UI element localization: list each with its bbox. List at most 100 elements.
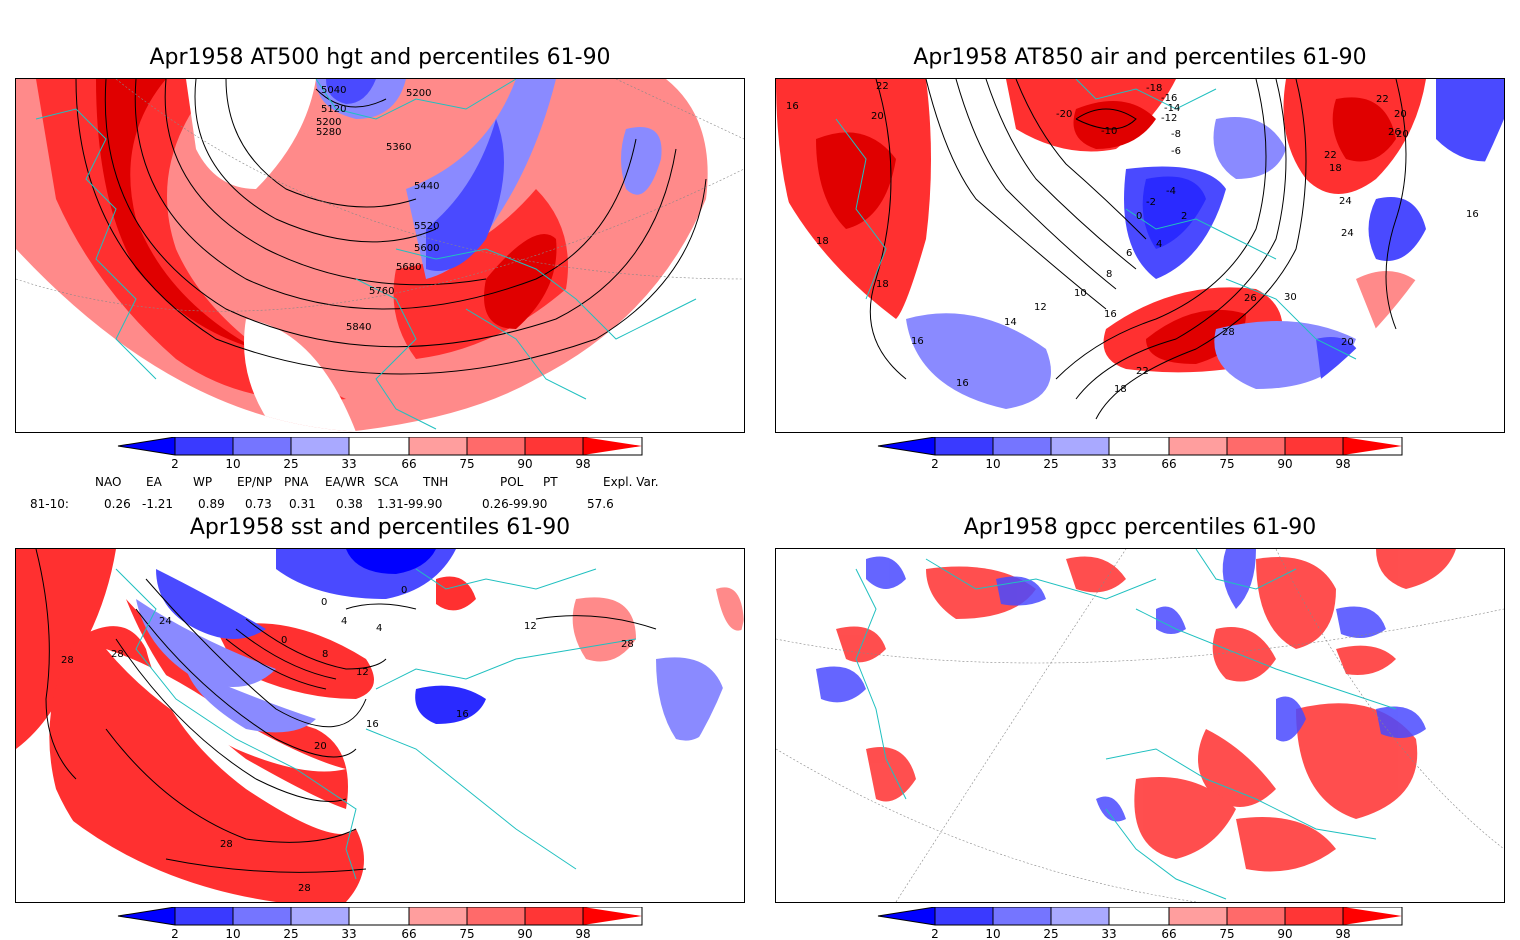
contour-label: 16 (366, 719, 379, 730)
colorbar-tick: 66 (401, 457, 416, 471)
panel1-title: Apr1958 AT500 hgt and percentiles 61-90 (149, 45, 611, 70)
stat-value: 0.89 (198, 497, 225, 511)
contour-labels-at850: 22 16 20 18 18 16 16 -20 -10 -18 -16 -14… (786, 81, 1479, 395)
colorbar-tick: 90 (517, 457, 532, 471)
contour-label: -4 (1166, 186, 1176, 197)
contour-labels-sst: 28 28 24 0 0 4 0 4 8 12 16 20 28 28 16 1… (61, 585, 634, 894)
contour-label: 16 (1466, 209, 1479, 220)
stat-header: EA (146, 475, 162, 489)
contour-label: 12 (524, 621, 537, 632)
stat-header: TNH (423, 475, 449, 489)
contour-label: 24 (159, 616, 172, 627)
colorbar-tick: 33 (341, 457, 356, 471)
colorbar-tick: 25 (1043, 927, 1058, 940)
contour-label: 18 (1114, 384, 1127, 395)
contour-label: 28 (61, 655, 74, 666)
contour-label: 20 (1396, 129, 1409, 140)
contour-label: 28 (298, 883, 311, 894)
stat-header: PNA (284, 475, 309, 489)
colorbar-tick: 90 (1277, 927, 1292, 940)
map-panel-gpcc (775, 548, 1505, 903)
contour-label: 30 (1284, 292, 1297, 303)
contour-label: 5200 (406, 88, 431, 99)
colorbar-tick: 10 (225, 927, 240, 940)
colorbar-tick: 33 (1101, 927, 1116, 940)
contour-label: 24 (1341, 228, 1354, 239)
colorbar-tick: 2 (171, 457, 179, 471)
colorbar-top-right: 2 10 25 33 66 75 90 98 (877, 437, 1403, 471)
stat-header: EP/NP (237, 475, 273, 489)
contour-label: 12 (356, 667, 369, 678)
stat-header: POL (500, 475, 524, 489)
contour-label: 18 (1329, 163, 1342, 174)
colorbar-tick: 2 (171, 927, 179, 940)
stat-header: WP (193, 475, 213, 489)
colorbar-tick: 25 (283, 457, 298, 471)
contour-label: -18 (1146, 83, 1162, 94)
contour-label: 28 (111, 649, 124, 660)
stat-value: 0.38 (336, 497, 363, 511)
contour-label: 22 (1324, 150, 1337, 161)
contour-label: 5200 (316, 117, 341, 128)
colorbar-tick: 66 (1161, 457, 1176, 471)
stat-header: NAO (95, 475, 122, 489)
contour-label: 24 (1339, 196, 1352, 207)
colorbar-tick: 10 (985, 927, 1000, 940)
contour-label: 20 (871, 111, 884, 122)
contour-label: 16 (456, 709, 469, 720)
stat-value: 57.6 (587, 497, 614, 511)
stat-value: 0.73 (245, 497, 272, 511)
contour-label: 5280 (316, 127, 341, 138)
colorbar-tick: 98 (1335, 457, 1350, 471)
contour-label: -6 (1171, 146, 1181, 157)
map-panel-at500: 5040 5120 5200 5280 5200 5360 5440 5520 … (15, 78, 745, 433)
contour-label: 5040 (321, 85, 346, 96)
colorbar-tick: 25 (1043, 457, 1058, 471)
map-at850: 22 16 20 18 18 16 16 -20 -10 -18 -16 -14… (776, 79, 1504, 420)
colorbar-tick: 33 (341, 927, 356, 940)
contour-label: 26 (1244, 293, 1257, 304)
contour-label: 0 (321, 597, 327, 608)
map-gpcc (776, 549, 1504, 902)
contour-label: 0 (1136, 211, 1142, 222)
teleconnection-stats: NAO EA WP EP/NP PNA EA/WR SCA TNH POL PT… (30, 475, 730, 513)
colorbar-tick: 2 (931, 457, 939, 471)
colorbar-tick: 98 (575, 457, 590, 471)
stat-row-label: 81-10: (30, 497, 69, 511)
contour-label: 5360 (386, 142, 411, 153)
contour-label: -8 (1171, 129, 1181, 140)
colorbar-tick: 75 (1219, 457, 1234, 471)
contour-label: -16 (1161, 93, 1177, 104)
colorbar-tick: 90 (517, 927, 532, 940)
colorbar-tick: 90 (1277, 457, 1292, 471)
stat-value: -1.21 (142, 497, 174, 511)
map-sst: 28 28 24 0 0 4 0 4 8 12 16 20 28 28 16 1… (16, 549, 744, 902)
contour-label: 5840 (346, 322, 371, 333)
stat-header: PT (543, 475, 558, 489)
contour-label: 5440 (414, 181, 439, 192)
contour-label: 22 (1136, 366, 1149, 377)
stat-header: EA/WR (325, 475, 366, 489)
contour-label: 6 (1126, 248, 1132, 259)
contour-label: 0 (401, 585, 407, 596)
contour-label: -2 (1146, 197, 1156, 208)
contour-label: 0 (281, 635, 287, 646)
contour-label: 14 (1004, 317, 1017, 328)
contour-label: 5760 (369, 286, 394, 297)
contour-label: 20 (1341, 337, 1354, 348)
contour-label: 28 (1222, 327, 1235, 338)
contour-label: 8 (1106, 269, 1112, 280)
colorbar-tick: 75 (459, 927, 474, 940)
colorbar-tick: 33 (1101, 457, 1116, 471)
contour-label: -20 (1056, 109, 1072, 120)
contour-label: 8 (322, 649, 328, 660)
contour-label: 22 (1376, 94, 1389, 105)
colorbar-tick: 2 (931, 927, 939, 940)
contour-label: -12 (1161, 113, 1177, 124)
stat-header: SCA (374, 475, 399, 489)
map-panel-at850: 22 16 20 18 18 16 16 -20 -10 -18 -16 -14… (775, 78, 1505, 433)
colorbar-tick: 25 (283, 927, 298, 940)
contour-label: 28 (621, 639, 634, 650)
contour-label: 18 (876, 279, 889, 290)
contour-label: 16 (911, 336, 924, 347)
